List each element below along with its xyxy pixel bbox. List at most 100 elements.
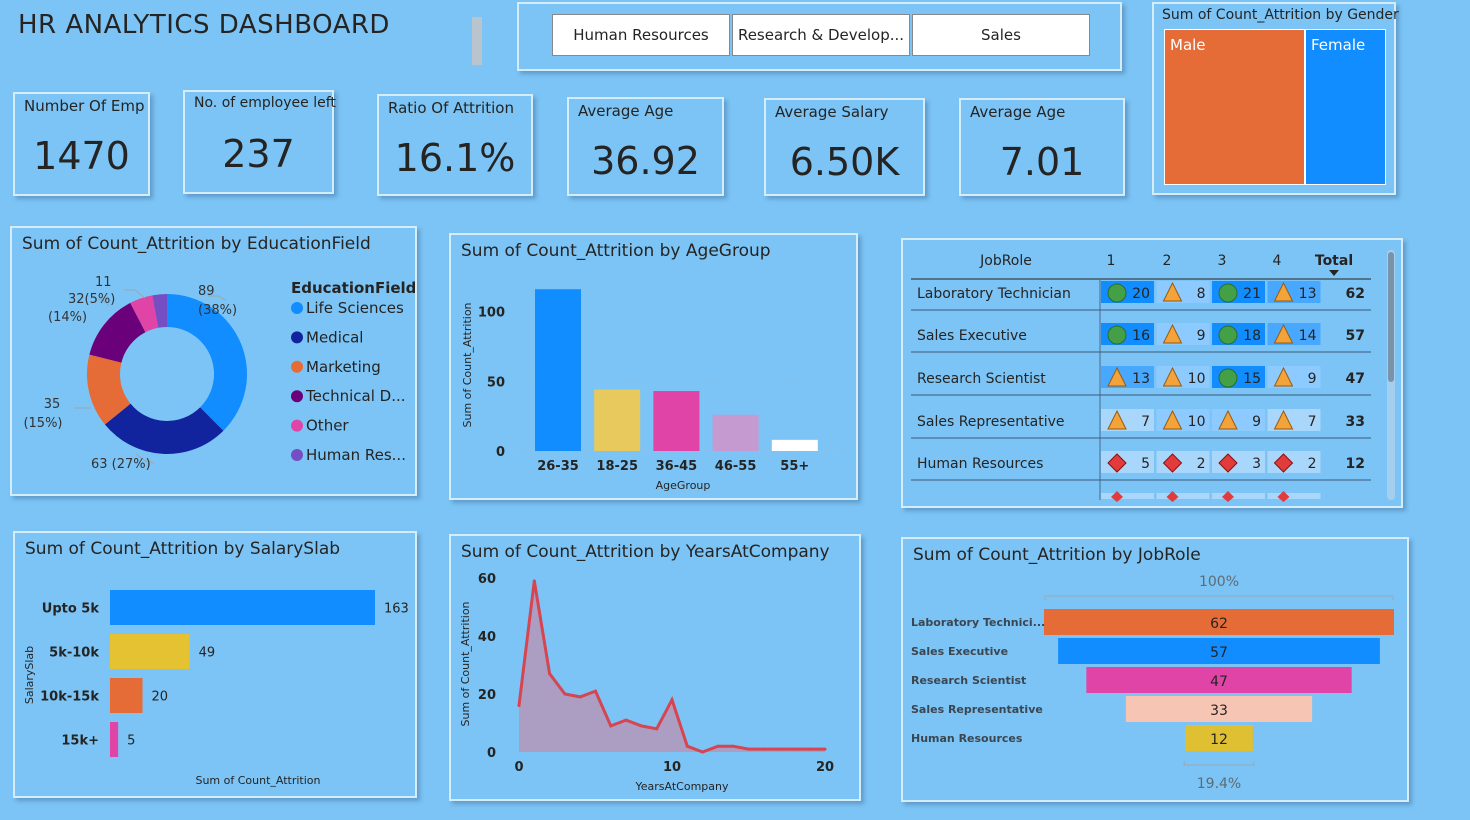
- agegroup-chart-title: Sum of Count_Attrition by AgeGroup: [461, 241, 771, 261]
- funnel-top-bracket: [1044, 595, 1394, 600]
- matrix-header-3: 3: [1218, 253, 1227, 269]
- matrix-row-label[interactable]: Sales Executive: [917, 328, 1027, 344]
- department-slicer: Human Resources Research & Develop... Sa…: [517, 2, 1122, 71]
- education-donut-card: Sum of Count_Attrition by EducationField…: [10, 226, 417, 496]
- legend-marker-marketing: [291, 360, 303, 373]
- kpi-status-bad-icon: [1273, 453, 1294, 473]
- treemap-label-male: Male: [1170, 36, 1206, 54]
- funnel-bar-sales-executive[interactable]: [1058, 638, 1380, 664]
- matrix-cell-bg: [1267, 493, 1321, 499]
- data-point-year-0: [517, 704, 521, 708]
- matrix-row-label[interactable]: Laboratory Technician: [917, 286, 1071, 302]
- funnel-category-label: Research Scientist: [911, 674, 1026, 687]
- legend-marker-life-sciences: [291, 302, 303, 314]
- matrix-cell-value: 5: [1141, 456, 1150, 472]
- matrix-row-total: 33: [1346, 414, 1365, 430]
- funnel-category-label: Sales Representative: [911, 703, 1043, 716]
- matrix-row-total: 12: [1346, 456, 1365, 472]
- bar-5k-10k[interactable]: [110, 634, 190, 669]
- matrix-header-1: 1: [1107, 253, 1116, 269]
- bar-36-45[interactable]: [653, 391, 700, 451]
- donut-data-label: 11: [95, 275, 112, 290]
- funnel-data-label: 57: [1210, 645, 1228, 661]
- data-point-year-2: [548, 672, 552, 676]
- agegroup-bar-card: Sum of Count_Attrition by AgeGroup 0 50 10…: [449, 233, 858, 500]
- x-tick-label: 20: [816, 760, 834, 775]
- kpi-value: 1470: [33, 134, 130, 178]
- funnel-bottom-label: 19.4%: [1197, 776, 1241, 792]
- matrix-cell-value: 20: [1132, 286, 1150, 302]
- slicer-item-research-development[interactable]: Research & Develop...: [732, 14, 910, 56]
- bar-10k-15k[interactable]: [110, 678, 143, 713]
- donut-slice-marketing[interactable]: [87, 354, 131, 425]
- funnel-bar-research-scientist[interactable]: [1086, 667, 1352, 693]
- kpi-status-warning-icon: [1107, 409, 1127, 430]
- gender-treemap-card: Sum of Count_Attrition by Gender Male Fe…: [1152, 2, 1399, 195]
- matrix-row-label[interactable]: Sales Representative: [917, 414, 1065, 430]
- data-point-year-17: [777, 747, 781, 751]
- donut-slice-technical-d[interactable]: [89, 302, 146, 363]
- legend-label-human-res[interactable]: Human Res...: [306, 446, 406, 464]
- legend-label-life-sciences[interactable]: Life Sciences: [306, 299, 404, 317]
- kpi-average-years: Average Age 7.01: [959, 98, 1125, 196]
- matrix-cell-value: 13: [1132, 371, 1150, 387]
- funnel-bar-human-resources[interactable]: [1185, 725, 1253, 751]
- bar-46-55[interactable]: [712, 414, 759, 451]
- treemap-tile-female[interactable]: Female: [1305, 29, 1386, 185]
- y-axis-title: Sum of Count_Attrition: [461, 302, 474, 427]
- matrix-row-label[interactable]: Human Resources: [917, 456, 1043, 472]
- legend-label-technical-d[interactable]: Technical D...: [305, 387, 406, 405]
- kpi-attrition-ratio: Ratio Of Attrition 16.1%: [377, 94, 533, 196]
- kpi-label: Average Salary: [775, 103, 889, 121]
- y-tick-label: 20: [478, 688, 496, 703]
- matrix-cell-value: 3: [1252, 456, 1261, 472]
- data-point-year-7: [624, 718, 628, 722]
- matrix-cell-value: 15: [1243, 371, 1261, 387]
- kpi-value: 36.92: [591, 139, 700, 183]
- legend-title: EducationField: [291, 279, 415, 297]
- kpi-status-good-icon: [1218, 325, 1238, 345]
- donut-slice-other[interactable]: [130, 295, 159, 333]
- treemap-tile-male[interactable]: Male: [1164, 29, 1305, 185]
- funnel-bar-sales-representative[interactable]: [1125, 696, 1313, 722]
- y-axis-title: Sum of Count_Attrition: [459, 601, 472, 726]
- donut-slice-life-sciences[interactable]: [167, 294, 247, 431]
- bar-15k[interactable]: [110, 722, 119, 757]
- bar-18-25[interactable]: [594, 389, 641, 451]
- funnel-category-label: Laboratory Technici...: [911, 616, 1045, 629]
- donut-leader-line: [135, 453, 155, 464]
- kpi-employee-left: No. of employee left 237: [183, 90, 336, 194]
- donut-leader-line: [98, 299, 110, 307]
- legend-label-medical[interactable]: Medical: [306, 328, 363, 346]
- matrix-row-total: 57: [1346, 328, 1365, 344]
- matrix-scrollbar-thumb[interactable]: [1388, 252, 1394, 382]
- salaryslab-bar-chart: Upto 5k 163 5k-10k 49 10k-15k 20 15k+ 5 Sum of C…: [23, 590, 409, 787]
- data-point-year-1: [532, 579, 536, 583]
- kpi-value: 16.1%: [394, 136, 516, 180]
- slicer-item-human-resources[interactable]: Human Resources: [552, 14, 730, 56]
- matrix-cell-value: 16: [1132, 328, 1150, 344]
- legend-label-other[interactable]: Other: [306, 417, 349, 435]
- data-point-year-13: [716, 744, 720, 748]
- bar-55[interactable]: [771, 439, 818, 451]
- matrix-row-label[interactable]: Research Scientist: [917, 371, 1046, 387]
- kpi-label: Number Of Emp: [24, 97, 145, 115]
- funnel-category-label: Sales Executive: [911, 645, 1008, 658]
- slicer-item-sales[interactable]: Sales: [912, 14, 1090, 56]
- donut-slice-human-res[interactable]: [152, 294, 167, 328]
- y-tick-label: 100: [478, 306, 505, 321]
- kpi-status-warning-icon: [1273, 323, 1294, 344]
- data-point-year-11: [685, 744, 689, 748]
- x-tick-label: 55+: [780, 459, 809, 474]
- matrix-cell-value: 18: [1243, 328, 1261, 344]
- legend-label-marketing[interactable]: Marketing: [306, 358, 381, 376]
- matrix-cell-value: 8: [1197, 286, 1206, 302]
- bar-upto-5k[interactable]: [110, 590, 375, 625]
- bar-26-35[interactable]: [535, 289, 581, 451]
- donut-data-label: 35: [44, 397, 61, 412]
- donut-slice-medical[interactable]: [104, 403, 224, 454]
- matrix-header-total[interactable]: Total: [1315, 253, 1353, 269]
- funnel-bar-laboratory-technici[interactable]: [1044, 609, 1394, 635]
- x-axis-title: AgeGroup: [656, 479, 711, 492]
- gender-chart-title: Sum of Count_Attrition by Gender: [1162, 7, 1399, 23]
